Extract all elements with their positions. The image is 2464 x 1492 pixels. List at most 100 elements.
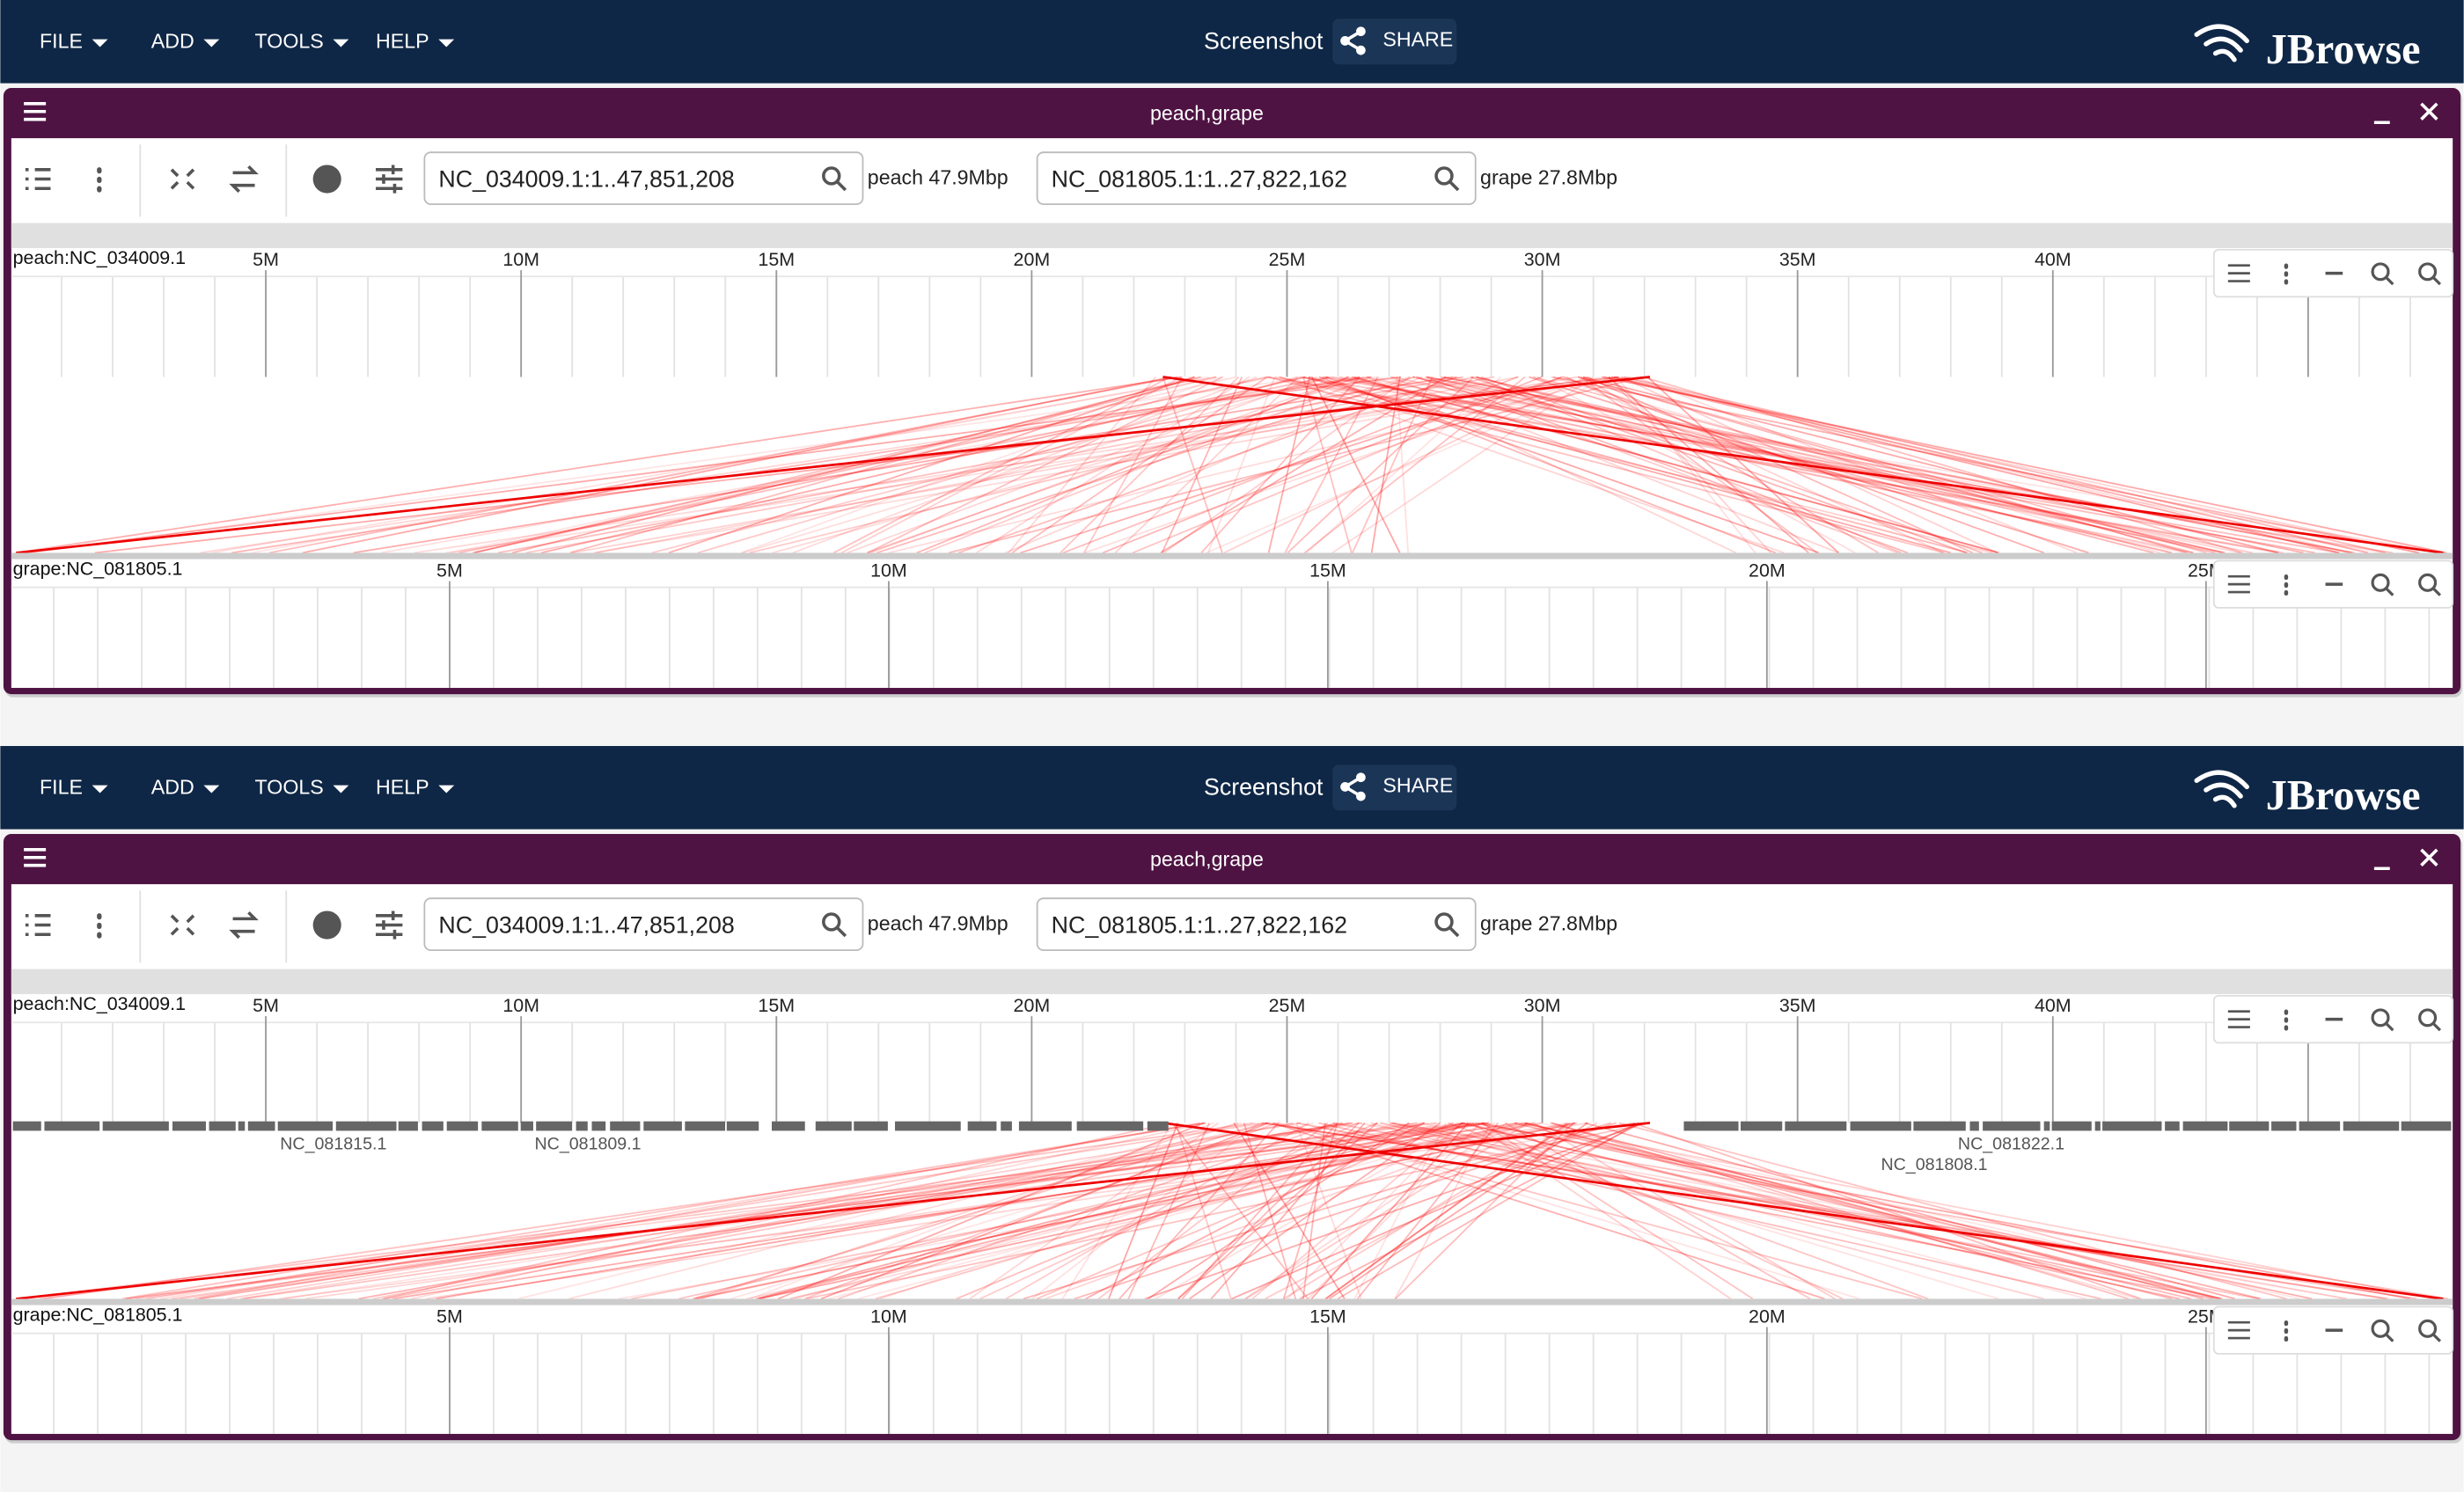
locus-input[interactable] bbox=[1036, 151, 1477, 205]
synteny-link bbox=[1471, 1122, 1732, 1300]
zoom-icon[interactable] bbox=[2418, 262, 2438, 282]
synteny-link bbox=[358, 1122, 1343, 1300]
synteny-link bbox=[700, 1122, 1239, 1300]
synteny-link bbox=[1177, 1122, 1360, 1300]
menu-button[interactable]: FILE bbox=[40, 29, 83, 52]
share-button[interactable]: SHARE bbox=[1382, 774, 1453, 797]
track-list-icon[interactable] bbox=[2227, 264, 2250, 282]
synteny-link bbox=[750, 1122, 1214, 1300]
synteny-link bbox=[1231, 1122, 1640, 1300]
palette-icon[interactable] bbox=[312, 911, 341, 940]
synteny-link bbox=[279, 1122, 1637, 1300]
synteny-link bbox=[160, 1122, 1206, 1300]
share-button[interactable]: SHARE bbox=[1382, 28, 1453, 51]
share-icon-dot bbox=[1356, 772, 1366, 783]
menu-button[interactable]: TOOLS bbox=[255, 29, 324, 52]
menu-button[interactable]: FILE bbox=[40, 775, 83, 798]
synteny-link bbox=[426, 1122, 1589, 1300]
feature bbox=[335, 1121, 397, 1131]
screenshot-button[interactable]: Screenshot bbox=[1204, 773, 1324, 800]
zoom-icon[interactable] bbox=[2371, 262, 2390, 282]
synteny-link bbox=[1552, 376, 2419, 554]
track-list-icon[interactable] bbox=[2227, 1320, 2250, 1340]
synteny-link bbox=[1613, 376, 2369, 554]
synteny-link bbox=[880, 1122, 1397, 1300]
view-menu-icon[interactable] bbox=[24, 848, 47, 867]
squash-icon[interactable] bbox=[170, 914, 195, 936]
feature bbox=[854, 1121, 888, 1131]
synteny-link bbox=[746, 1122, 1524, 1300]
locus-input[interactable] bbox=[1036, 897, 1477, 951]
swap-icon[interactable] bbox=[229, 911, 259, 940]
locus-input[interactable] bbox=[423, 151, 864, 205]
feature-label: NC_081809.1 bbox=[534, 1135, 641, 1154]
zoom-icon[interactable] bbox=[2418, 1319, 2438, 1338]
screenshot-button[interactable]: Screenshot bbox=[1204, 27, 1324, 54]
menu-button[interactable]: HELP bbox=[376, 775, 429, 798]
locus-input[interactable] bbox=[423, 897, 864, 951]
zoom-icon[interactable] bbox=[2371, 573, 2390, 592]
feature bbox=[2094, 1121, 2101, 1131]
synteny-link bbox=[730, 1122, 1314, 1300]
synteny-link bbox=[777, 1122, 1205, 1300]
synteny-link bbox=[695, 1122, 1535, 1300]
zoom-icon[interactable] bbox=[2371, 1008, 2390, 1028]
palette-icon[interactable] bbox=[312, 165, 341, 194]
track-selector-icon[interactable] bbox=[25, 914, 51, 937]
ruler-tick-label: 30M bbox=[1524, 249, 1561, 270]
synteny-link bbox=[18, 1122, 1437, 1300]
synteny-link bbox=[857, 1122, 1518, 1300]
zoom-icon-handle bbox=[2386, 588, 2394, 596]
search-icon[interactable] bbox=[1434, 166, 1454, 186]
synteny-link bbox=[497, 376, 1464, 554]
zoom-icon[interactable] bbox=[2371, 1319, 2390, 1338]
synteny-link bbox=[1642, 376, 2243, 554]
locus-text: NC_034009.1:1..47,851,208 bbox=[438, 165, 734, 192]
feature bbox=[1018, 1121, 1072, 1131]
feature bbox=[1076, 1121, 1144, 1131]
synteny-link bbox=[231, 376, 1371, 554]
menu-button[interactable]: HELP bbox=[376, 29, 429, 52]
settings-icon[interactable] bbox=[376, 911, 403, 940]
synteny-link bbox=[146, 1122, 1264, 1300]
swap-icon[interactable] bbox=[229, 165, 259, 194]
menu-button[interactable]: TOOLS bbox=[255, 775, 324, 798]
synteny-link bbox=[1474, 1122, 2411, 1300]
feature bbox=[1850, 1121, 1911, 1131]
header-strip bbox=[11, 223, 2453, 249]
synteny-link bbox=[1532, 376, 2195, 554]
synteny-link bbox=[693, 1122, 1542, 1300]
synteny-link bbox=[458, 376, 1329, 554]
synteny-link bbox=[1523, 1122, 2262, 1300]
feature bbox=[726, 1121, 759, 1131]
view-menu-icon[interactable] bbox=[24, 102, 47, 121]
synteny-link bbox=[30, 376, 1314, 554]
ruler-tick-label: 15M bbox=[1309, 560, 1346, 581]
menu-button[interactable]: ADD bbox=[151, 29, 194, 52]
feature bbox=[1147, 1121, 1169, 1131]
synteny-link bbox=[1108, 1123, 1179, 1299]
synteny-link bbox=[1206, 376, 1612, 554]
synteny-link bbox=[1390, 376, 1839, 554]
search-icon[interactable] bbox=[1434, 912, 1454, 932]
close-icon[interactable] bbox=[2420, 848, 2438, 867]
zoom-icon[interactable] bbox=[2418, 573, 2438, 592]
track-list-icon[interactable] bbox=[2227, 574, 2250, 594]
squash-icon[interactable] bbox=[170, 168, 195, 190]
search-icon[interactable] bbox=[822, 166, 841, 186]
feature bbox=[1983, 1121, 2041, 1131]
settings-icon[interactable] bbox=[376, 165, 403, 194]
close-icon[interactable] bbox=[2420, 102, 2438, 121]
feature bbox=[2102, 1121, 2162, 1131]
zoom-icon[interactable] bbox=[2418, 1008, 2438, 1028]
ruler-tick-label: 15M bbox=[758, 995, 795, 1016]
feature-label: NC_081815.1 bbox=[280, 1135, 386, 1154]
menu-button[interactable]: ADD bbox=[151, 775, 194, 798]
search-icon[interactable] bbox=[822, 912, 841, 932]
feature bbox=[610, 1121, 641, 1131]
synteny-link bbox=[866, 376, 1360, 554]
synteny-link bbox=[200, 376, 1365, 554]
track-list-icon[interactable] bbox=[2227, 1010, 2250, 1028]
track-selector-icon[interactable] bbox=[25, 168, 51, 191]
ruler-tick-label: 40M bbox=[2035, 249, 2072, 270]
